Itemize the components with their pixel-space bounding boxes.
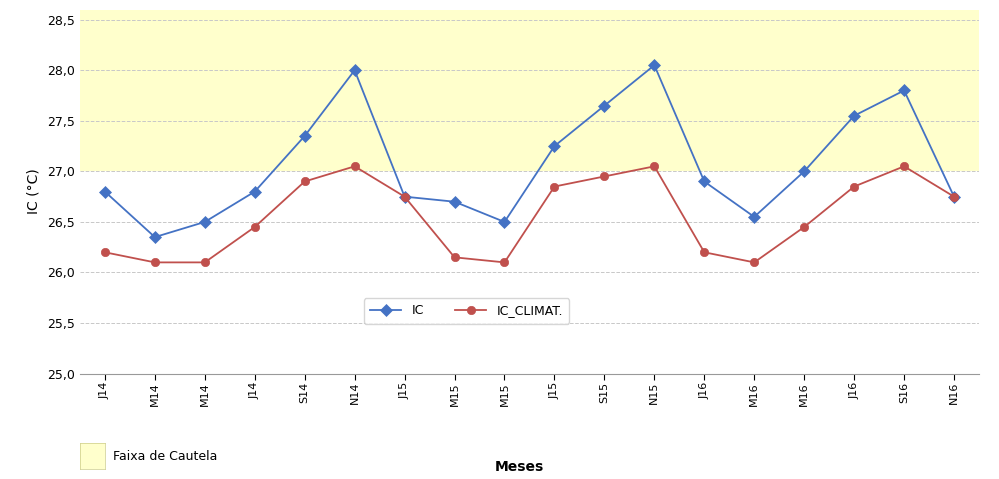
- IC_CLIMAT.: [548, 183, 560, 189]
- IC_CLIMAT.: [449, 254, 461, 260]
- IC_CLIMAT.: [249, 224, 261, 230]
- IC: [548, 143, 560, 149]
- IC: [598, 103, 610, 109]
- IC_CLIMAT.: [399, 194, 411, 200]
- IC_CLIMAT.: [748, 260, 760, 265]
- IC: [349, 68, 361, 73]
- Text: Meses: Meses: [495, 460, 544, 474]
- IC_CLIMAT.: [499, 260, 510, 265]
- IC: [948, 194, 960, 200]
- IC: [99, 189, 111, 194]
- IC_CLIMAT.: [299, 179, 311, 184]
- IC: [249, 189, 261, 194]
- Bar: [80, 10, 979, 171]
- IC: [748, 214, 760, 220]
- IC: [698, 179, 710, 184]
- IC_CLIMAT.: [149, 260, 161, 265]
- IC: [149, 234, 161, 240]
- IC: [898, 88, 910, 93]
- IC_CLIMAT.: [698, 250, 710, 255]
- Legend: IC, IC_CLIMAT.: IC, IC_CLIMAT.: [364, 298, 569, 324]
- IC: [399, 194, 411, 200]
- IC_CLIMAT.: [648, 163, 660, 169]
- Line: IC_CLIMAT.: IC_CLIMAT.: [101, 162, 958, 266]
- IC_CLIMAT.: [948, 194, 960, 200]
- IC: [449, 199, 461, 205]
- Y-axis label: IC (°C): IC (°C): [26, 169, 40, 215]
- IC_CLIMAT.: [349, 163, 361, 169]
- IC: [499, 219, 510, 225]
- IC_CLIMAT.: [99, 250, 111, 255]
- Text: Faixa de Cautela: Faixa de Cautela: [113, 450, 217, 463]
- IC_CLIMAT.: [798, 224, 810, 230]
- IC: [848, 113, 860, 119]
- IC_CLIMAT.: [848, 183, 860, 189]
- IC_CLIMAT.: [199, 260, 211, 265]
- IC: [798, 169, 810, 174]
- IC_CLIMAT.: [898, 163, 910, 169]
- IC: [299, 133, 311, 139]
- IC: [648, 62, 660, 68]
- IC: [199, 219, 211, 225]
- IC_CLIMAT.: [598, 173, 610, 179]
- Line: IC: IC: [101, 61, 958, 241]
